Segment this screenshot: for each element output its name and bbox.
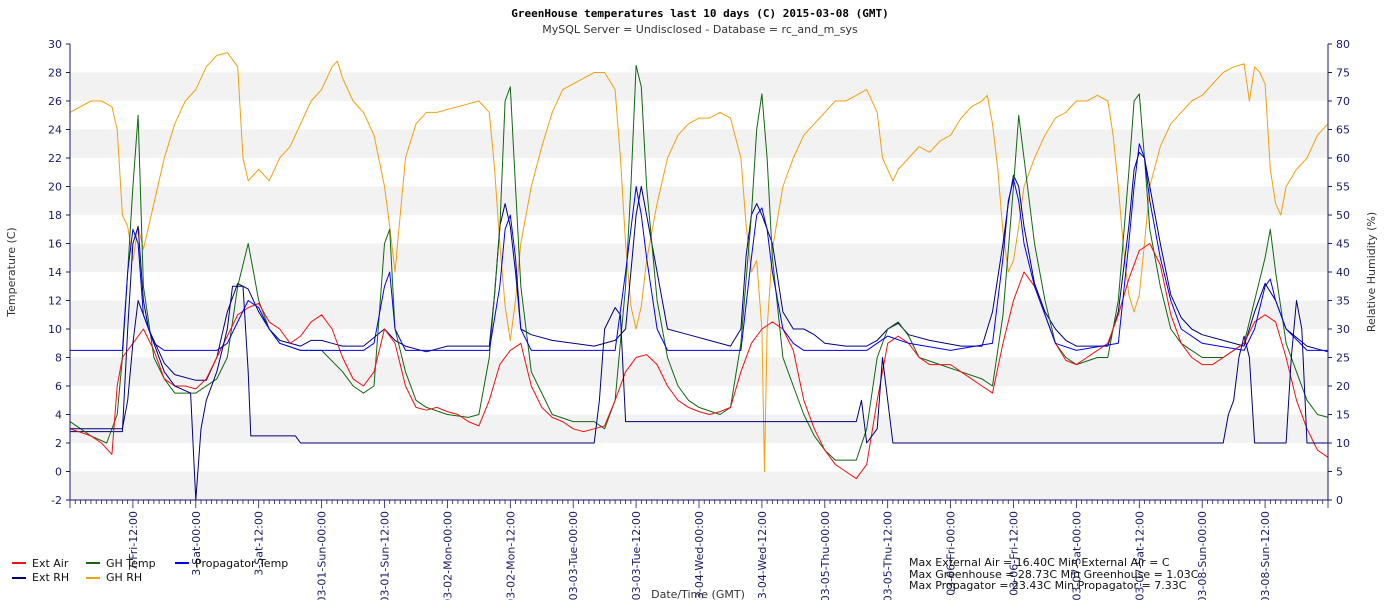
y-right-tick-label: 25 [1336, 352, 1350, 365]
y-right-tick-label: 45 [1336, 238, 1350, 251]
series-line-ext-rh [70, 151, 1329, 433]
y-right-tick-label: 70 [1336, 95, 1350, 108]
y-left-tick-label: -2 [51, 494, 62, 507]
x-tick-label: 03-07-Sat-12:00 [1133, 511, 1146, 600]
stats-greenhouse: Max Greenhouse = 28.73C Min Greenhouse =… [909, 567, 1199, 581]
x-tick-label: 03-04-Wed-00:00 [693, 511, 706, 600]
legend-label-propagator-temp: Propagator Temp [195, 557, 288, 570]
x-tick-label: 03-05-Thu-00:00 [819, 511, 832, 600]
y-right-tick-label: 10 [1336, 437, 1350, 450]
y-left-tick-label: 22 [48, 152, 62, 165]
grid-band [70, 129, 1328, 158]
y-left-tick-label: 0 [55, 466, 62, 479]
y-left-tick-label: 18 [48, 209, 62, 222]
legend-label-gh-rh: GH RH [106, 571, 142, 584]
y-left-tick-label: 6 [55, 380, 62, 393]
x-tick-label: 03-07-Sat-00:00 [1070, 511, 1083, 600]
x-tick-label: 03-01-Sun-00:00 [316, 511, 329, 600]
y-right-tick-label: 20 [1336, 380, 1350, 393]
legend-label-ext-air: Ext Air [32, 557, 69, 570]
stats-external-air: Max External Air = 16.40C Min External A… [909, 556, 1170, 569]
grid-band [70, 471, 1328, 500]
y-left-tick-label: 16 [48, 238, 62, 251]
x-tick-label: 03-02-Mon-12:00 [504, 511, 517, 600]
grid-band [70, 186, 1328, 215]
series-line-propagator-temp [70, 143, 1328, 351]
x-tick-label: 3-Sat-00:00 [190, 511, 203, 576]
stats-propagator: Max Propagator = 23.43C Min Propagator =… [909, 579, 1187, 592]
legend: Ext Air Ext RH GH Temp GH RH Propagator … [12, 557, 288, 584]
axis-lines [69, 44, 1329, 501]
series-line-ext-air [69, 243, 1329, 480]
y-right-tick-label: 30 [1336, 323, 1350, 336]
series-line-propagator-setpoint [70, 285, 1328, 501]
y-left-tick-label: 28 [48, 67, 62, 80]
y-axis-right: 0 5 10 15 20 25 30 35 40 45 50 55 60 65 70 75 80 [1328, 38, 1350, 507]
x-tick-label: 7-Fri-12:00 [127, 511, 140, 571]
y-left-tick-label: 4 [55, 409, 62, 422]
y-left-tick-label: 24 [48, 124, 62, 137]
y-axis-left-title: Temperature (C) [5, 227, 18, 317]
grid-band [70, 243, 1328, 272]
x-tick-label: 03-06-Fri-00:00 [945, 511, 958, 596]
y-left-tick-label: 8 [55, 352, 62, 365]
y-right-tick-label: 15 [1336, 409, 1350, 422]
grid-band [70, 414, 1328, 443]
y-left-tick-label: 12 [48, 295, 62, 308]
grid-band [70, 300, 1328, 329]
grid-bands [70, 72, 1328, 500]
y-left-tick-label: 30 [48, 38, 62, 51]
y-right-tick-label: 60 [1336, 152, 1350, 165]
y-right-tick-label: 55 [1336, 181, 1350, 194]
legend-label-gh-temp: GH Temp [106, 557, 156, 570]
x-tick-label: 3-Sat-12:00 [253, 511, 266, 576]
y-right-tick-label: 50 [1336, 209, 1350, 222]
x-tick-label: 03-02-Mon-00:00 [441, 511, 454, 600]
x-tick-label: 03-04-Wed-12:00 [756, 511, 769, 600]
x-tick-label: 03-03-Tue-00:00 [567, 511, 580, 600]
chart-title: GreenHouse temperatures last 10 days (C)… [511, 7, 889, 20]
x-axis: 7-Fri-12:00 3-Sat-00:00 3-Sat-12:00 03-01-S… [69, 500, 1329, 600]
y-left-tick-label: 2 [55, 437, 62, 450]
series-line-gh-rh [69, 52, 1329, 472]
y-right-tick-label: 0 [1336, 494, 1343, 507]
x-tick-label: 03-08-Sun-00:00 [1196, 511, 1209, 600]
y-right-tick-label: 75 [1336, 67, 1350, 80]
y-right-tick-label: 80 [1336, 38, 1350, 51]
y-right-tick-label: 5 [1336, 466, 1343, 479]
stats-summary: Max External Air = 16.40C Min External A… [909, 557, 1198, 592]
y-right-tick-label: 65 [1336, 124, 1350, 137]
y-left-tick-label: 14 [48, 266, 62, 279]
y-left-tick-label: 10 [48, 323, 62, 336]
x-axis-title: Date/Time (GMT) [651, 588, 745, 600]
y-left-tick-label: 26 [48, 95, 62, 108]
y-right-tick-label: 40 [1336, 266, 1350, 279]
grid-band [70, 72, 1328, 101]
x-tick-label: 03-01-Sun-12:00 [379, 511, 392, 600]
series-lines [69, 52, 1329, 501]
chart-subtitle: MySQL Server = Undisclosed - Database = … [542, 23, 858, 36]
y-axis-right-title: Relative Humidity (%) [1365, 212, 1378, 332]
x-tick-label: 03-08-Sun-12:00 [1259, 511, 1272, 600]
grid-band [70, 357, 1328, 386]
x-tick-label: 03-05-Thu-12:00 [882, 511, 895, 600]
legend-label-ext-rh: Ext RH [32, 571, 69, 584]
y-left-tick-label: 20 [48, 181, 62, 194]
x-tick-label: 03-06-Fri-12:00 [1008, 511, 1021, 596]
x-tick-label: 03-03-Tue-12:00 [630, 511, 643, 600]
y-right-tick-label: 35 [1336, 295, 1350, 308]
